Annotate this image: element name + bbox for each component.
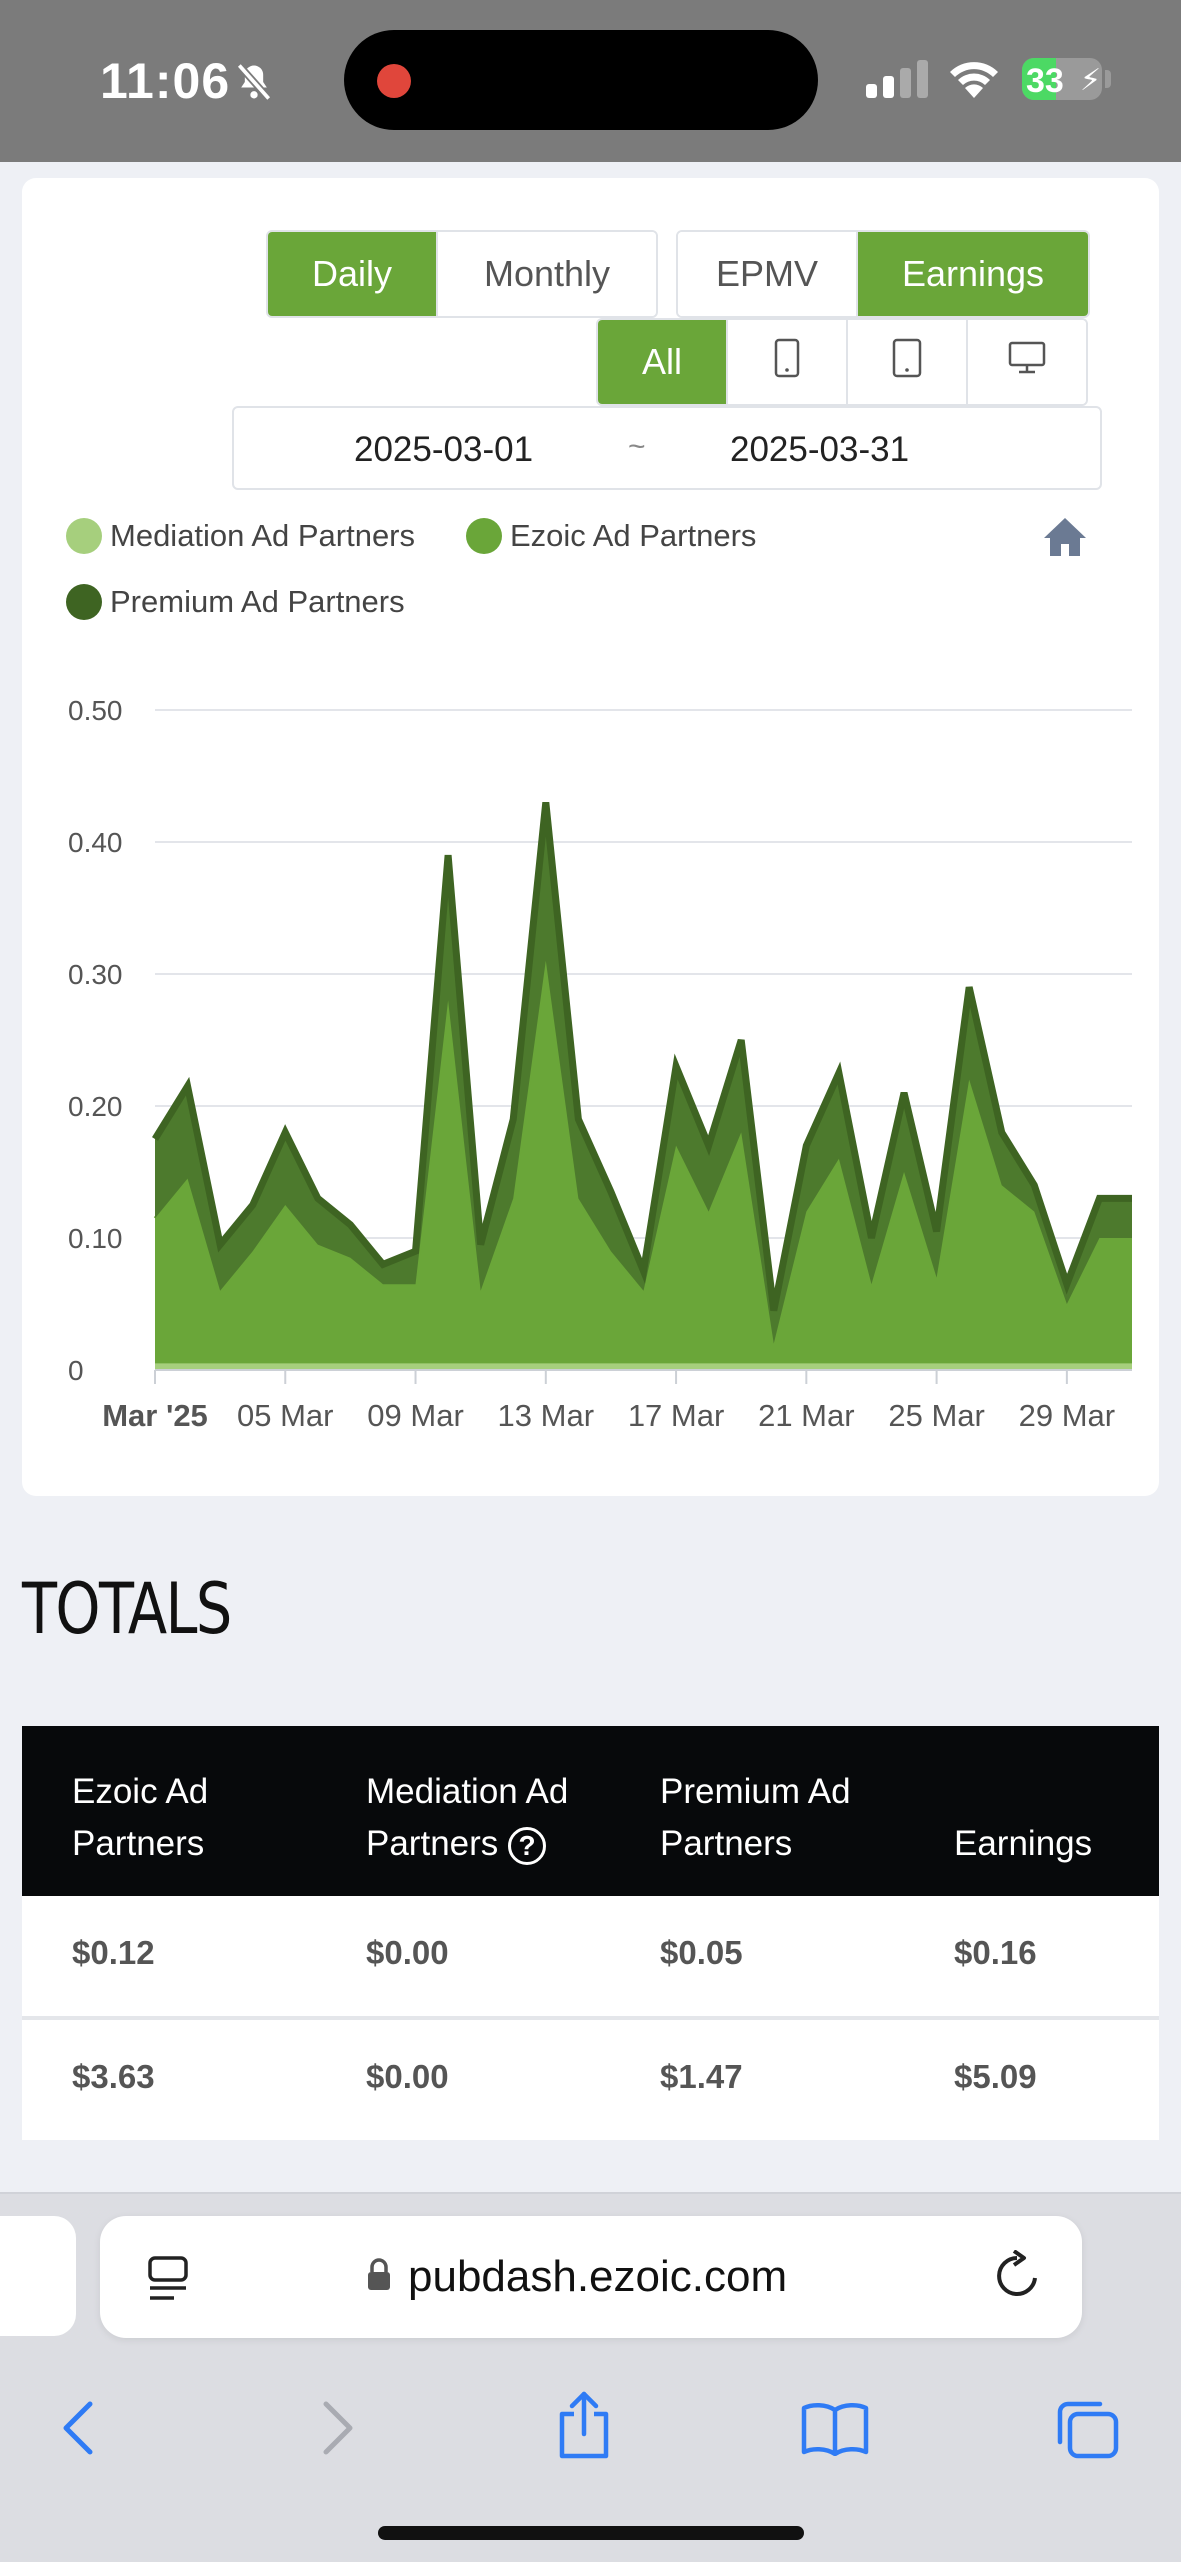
x-tick-label: 25 Mar xyxy=(888,1398,984,1433)
legend-premium-label: Premium Ad Partners xyxy=(110,584,405,619)
table-row: $0.12 $0.00 $0.05 $0.16 xyxy=(22,1896,1159,2016)
lock-icon xyxy=(366,2258,392,2297)
back-icon[interactable] xyxy=(58,2400,98,2461)
battery-level: 33 xyxy=(1026,62,1064,100)
table-header: Ezoic Ad Partners Mediation Ad Partners … xyxy=(22,1726,1159,1896)
totals-heading: TOTALS xyxy=(22,1568,232,1650)
legend-premium[interactable]: Premium Ad Partners xyxy=(66,584,405,620)
legend-ezoic-label: Ezoic Ad Partners xyxy=(510,518,757,553)
mobile-button[interactable] xyxy=(726,320,846,404)
x-tick-label: 21 Mar xyxy=(758,1398,854,1433)
cell-ezoic: $0.12 xyxy=(72,1934,155,1971)
x-tick-label: 05 Mar xyxy=(237,1398,333,1433)
totals-table: Ezoic Ad Partners Mediation Ad Partners … xyxy=(22,1726,1159,2140)
daily-button[interactable]: Daily xyxy=(268,232,436,316)
monthly-button[interactable]: Monthly xyxy=(436,232,656,316)
y-tick-label: 0.10 xyxy=(68,1223,123,1254)
area-premium-ad-partners xyxy=(155,802,1132,1344)
home-icon[interactable] xyxy=(1042,516,1088,563)
start-date: 2025-03-01 xyxy=(354,430,534,469)
address-bar[interactable]: pubdash.ezoic.com xyxy=(100,2216,1082,2338)
header-ezoic-line1: Ezoic Ad xyxy=(72,1772,209,1811)
status-time: 11:06 xyxy=(100,53,231,109)
all-devices-button[interactable]: All xyxy=(598,320,726,404)
help-icon[interactable]: ? xyxy=(508,1826,547,1865)
device-toggle: All xyxy=(596,318,1088,406)
legend-mediation-label: Mediation Ad Partners xyxy=(110,518,416,553)
reader-icon[interactable] xyxy=(146,2254,190,2309)
x-tick-label: Mar '25 xyxy=(102,1398,208,1433)
premium-color-dot xyxy=(66,584,102,620)
wifi-icon xyxy=(948,58,1000,103)
cell-mediation: $0.00 xyxy=(366,2058,449,2095)
y-tick-label: 0.20 xyxy=(68,1091,123,1122)
header-ezoic: Ezoic Ad Partners xyxy=(72,1766,208,1870)
desktop-icon xyxy=(1008,341,1046,384)
header-premium: Premium Ad Partners xyxy=(660,1766,851,1870)
y-tick-label: 0.30 xyxy=(68,959,123,990)
signal-icon xyxy=(866,60,928,103)
home-indicator xyxy=(378,2526,804,2540)
end-date: 2025-03-31 xyxy=(730,430,910,469)
browser-toolbar: pubdash.ezoic.com xyxy=(0,2192,1181,2562)
y-tick-label: 0 xyxy=(68,1355,84,1386)
line-premium-ad-partners xyxy=(152,802,1132,1312)
reload-icon[interactable] xyxy=(992,2249,1042,2307)
cell-premium: $1.47 xyxy=(660,2058,743,2095)
earnings-area-chart: 0.50 0.40 0.30 0.20 0.10 0 Mar '25 05 Mar 09 Mar… xyxy=(68,695,1132,1433)
period-toggle: Daily Monthly xyxy=(266,230,658,318)
bookmarks-icon[interactable] xyxy=(800,2400,870,2461)
tablet-icon xyxy=(892,338,922,387)
tabs-icon[interactable] xyxy=(1056,2400,1120,2465)
bell-slash-icon xyxy=(232,60,276,109)
desktop-button[interactable] xyxy=(966,320,1086,404)
dynamic-island xyxy=(344,30,818,130)
header-premium-line2: Partners xyxy=(660,1824,793,1863)
header-mediation-line1: Mediation Ad xyxy=(366,1772,569,1811)
header-mediation-line2: Partners xyxy=(366,1824,499,1863)
previous-tab-preview[interactable] xyxy=(0,2216,76,2336)
earnings-button[interactable]: Earnings xyxy=(856,232,1088,316)
battery-icon: 33 ⚡ xyxy=(1022,58,1102,100)
area-mediation-ad-partners xyxy=(155,1363,1132,1370)
cell-premium: $0.05 xyxy=(660,1934,743,1971)
header-mediation: Mediation Ad Partners ? xyxy=(366,1766,568,1870)
y-tick-label: 0.50 xyxy=(68,695,123,726)
y-tick-label: 0.40 xyxy=(68,827,123,858)
header-ezoic-line2: Partners xyxy=(72,1824,205,1863)
forward-icon[interactable] xyxy=(318,2400,358,2461)
x-tick-label: 13 Mar xyxy=(498,1398,594,1433)
header-premium-line1: Premium Ad xyxy=(660,1772,851,1811)
url-text: pubdash.ezoic.com xyxy=(408,2252,788,2301)
date-range-picker[interactable]: 2025-03-01 ~ 2025-03-31 xyxy=(232,406,1102,490)
epmv-button[interactable]: EPMV xyxy=(678,232,856,316)
date-separator: ~ xyxy=(628,430,646,463)
phone-icon xyxy=(774,338,800,387)
cell-mediation: $0.00 xyxy=(366,1934,449,1971)
header-earnings: Earnings xyxy=(954,1824,1093,1863)
recording-indicator xyxy=(377,64,411,98)
chart-card: Daily Monthly EPMV Earnings All 2025-03-… xyxy=(22,178,1159,1496)
cell-ezoic: $3.63 xyxy=(72,2058,155,2095)
legend-ezoic[interactable]: Ezoic Ad Partners xyxy=(466,518,756,554)
cell-earnings: $5.09 xyxy=(954,2058,1037,2095)
tablet-button[interactable] xyxy=(846,320,966,404)
metric-toggle: EPMV Earnings xyxy=(676,230,1090,318)
legend-mediation[interactable]: Mediation Ad Partners xyxy=(66,518,415,554)
x-tick-label: 09 Mar xyxy=(367,1398,463,1433)
table-row: $3.63 $0.00 $1.47 $5.09 xyxy=(22,2016,1159,2140)
x-tick-label: 17 Mar xyxy=(628,1398,724,1433)
ezoic-color-dot xyxy=(466,518,502,554)
area-ezoic-ad-partners xyxy=(155,960,1132,1364)
cell-earnings: $0.16 xyxy=(954,1934,1037,1971)
share-icon[interactable] xyxy=(556,2390,612,2465)
status-bar: 11:06 33 ⚡ xyxy=(0,0,1181,162)
mediation-color-dot xyxy=(66,518,102,554)
x-tick-label: 29 Mar xyxy=(1019,1398,1115,1433)
